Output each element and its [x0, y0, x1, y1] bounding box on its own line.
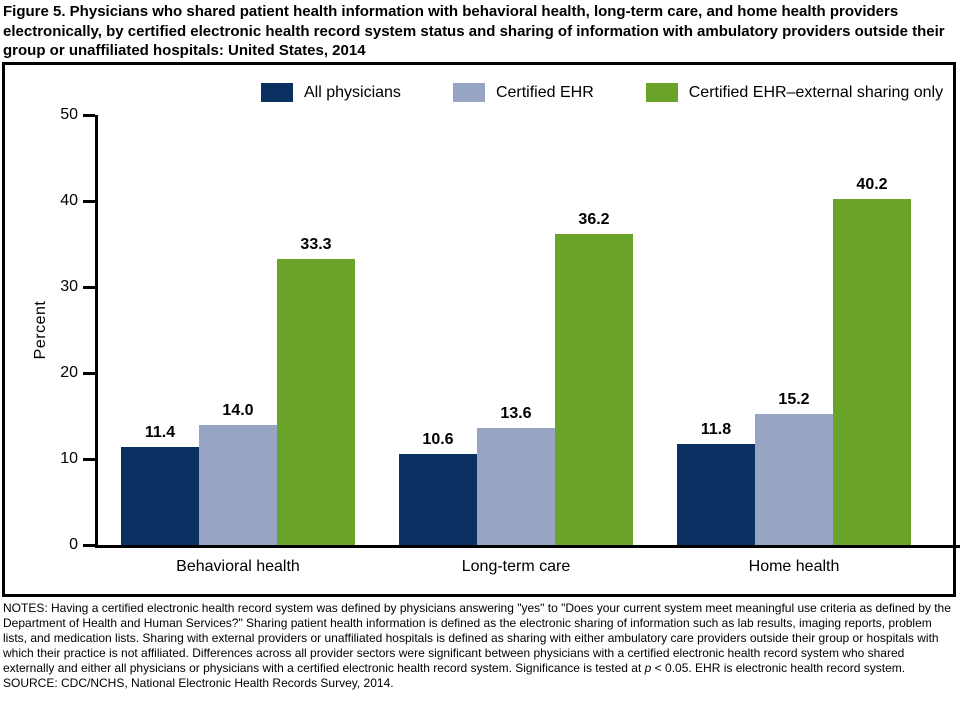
- y-axis-tick: [83, 285, 95, 289]
- y-axis-tick-label: 40: [60, 192, 78, 209]
- y-axis-tick-label: 10: [60, 450, 78, 467]
- bar-home-health: 11.8: [677, 421, 755, 545]
- category-label: Behavioral health: [176, 558, 300, 575]
- bar-long-term-care: 36.2: [555, 211, 633, 545]
- source-line: SOURCE: CDC/NCHS, National Electronic He…: [3, 676, 394, 690]
- legend-swatch: [452, 83, 485, 102]
- y-axis-tick-label: 30: [60, 278, 78, 295]
- bar-group-long-term-care: 10.6 13.6 36.2 Long-term care: [399, 115, 633, 575]
- bar-value-label: 10.6: [422, 430, 454, 448]
- bar-value-label: 36.2: [578, 210, 610, 228]
- bar-value-label: 40.2: [856, 176, 888, 194]
- y-axis-tick: [83, 199, 95, 203]
- bar-long-term-care: 13.6: [477, 405, 555, 545]
- bar-value-label: 13.6: [500, 405, 532, 423]
- bar-value-label: 11.8: [700, 420, 732, 438]
- bar-home-health: 15.2: [755, 391, 833, 545]
- legend-swatch: [645, 83, 678, 102]
- bar-home-health: 40.2: [833, 176, 911, 545]
- plot-area: Percent 0 10 20 30 40 50 11.4 14.0 33.3 Behaviora…: [32, 106, 960, 575]
- y-axis-tick-label: 50: [60, 106, 78, 123]
- notes-p-symbol: p: [644, 661, 652, 675]
- y-axis-tick-label: 20: [60, 364, 78, 381]
- bar-value-label: 11.4: [144, 423, 176, 441]
- bar-group-behavioral-health: 11.4 14.0 33.3 Behavioral health: [121, 115, 355, 575]
- chart-box: All physicians Certified EHR Certified EHR…: [2, 62, 960, 597]
- notes-text: NOTES: Having a certified electronic hea…: [3, 601, 951, 675]
- y-axis-tick: [83, 543, 95, 547]
- legend-item: Certified EHR–external sharing only: [645, 83, 944, 102]
- legend: All physicians Certified EHR Certified EHR…: [261, 83, 943, 102]
- legend-item-label: Certified EHR: [495, 83, 594, 101]
- legend-item: Certified EHR: [452, 83, 594, 102]
- legend-swatch: [261, 83, 293, 102]
- bar-value-label: 15.2: [778, 391, 810, 409]
- bar-behavioral-health: 11.4: [121, 424, 199, 545]
- y-axis-tick: [83, 371, 95, 375]
- bar-behavioral-health: 33.3: [277, 236, 355, 545]
- category-label: Home health: [748, 558, 840, 575]
- bar-group-home-health: 11.8 15.2 40.2 Home health: [677, 115, 911, 575]
- figure-title: Figure 5. Physicians who shared patient …: [3, 3, 945, 59]
- legend-item-label: All physicians: [304, 83, 401, 101]
- bar-long-term-care: 10.6: [399, 431, 477, 545]
- bar-behavioral-health: 14.0: [199, 402, 277, 545]
- y-axis-label: Percent: [32, 300, 49, 360]
- legend-item: All physicians: [261, 83, 401, 102]
- y-axis-tick: [83, 457, 95, 461]
- bar-value-label: 14.0: [222, 401, 254, 419]
- notes: NOTES: Having a certified electronic hea…: [3, 601, 955, 691]
- category-label: Long-term care: [461, 558, 571, 575]
- y-axis-tick-label: 0: [69, 536, 78, 553]
- notes-text-suffix: < 0.05. EHR is electronic health record …: [651, 661, 906, 675]
- legend-item-label: Certified EHR–external sharing only: [688, 83, 944, 101]
- y-axis-tick: [83, 113, 95, 117]
- bar-value-label: 33.3: [300, 235, 332, 253]
